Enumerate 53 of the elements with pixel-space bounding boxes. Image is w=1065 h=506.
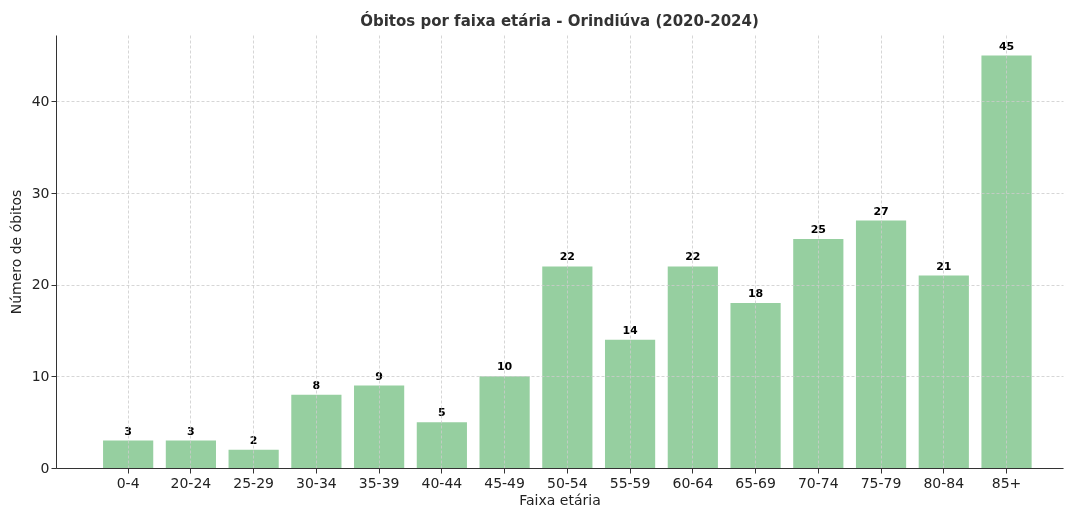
data-label: 14 (622, 323, 639, 337)
x-tick-label: 55-59 (609, 474, 651, 491)
y-tick-label: 40 (31, 92, 50, 109)
data-label: 18 (747, 287, 764, 301)
x-tick-label: 85+ (991, 474, 1022, 491)
bar (479, 376, 530, 468)
bar (354, 385, 405, 468)
y-tick-label: 30 (31, 184, 50, 201)
bar (103, 440, 154, 468)
data-label: 8 (312, 378, 321, 392)
data-label: 3 (124, 424, 132, 438)
x-tick-label: 0-4 (116, 474, 140, 491)
x-tick-label: 75-79 (860, 474, 902, 491)
bar (291, 394, 342, 468)
bar (855, 220, 907, 468)
bar (165, 440, 216, 468)
bar (667, 266, 718, 468)
data-label: 2 (249, 433, 258, 447)
bar (416, 422, 467, 468)
data-label: 3 (187, 424, 195, 438)
x-tick-label: 70-74 (797, 474, 839, 491)
data-label: 27 (873, 204, 889, 218)
bar (542, 266, 593, 468)
chart-title: Óbitos por faixa etária - Orindiúva (2020-2024) (360, 11, 759, 30)
y-axis-title: Número de óbitos (7, 189, 24, 315)
y-tick-label: 10 (31, 367, 50, 384)
x-tick-label: 25-29 (233, 474, 274, 491)
x-tick-label: 80-84 (923, 474, 965, 491)
data-label: 5 (438, 406, 446, 420)
bar (981, 55, 1032, 468)
x-tick-label: 35-39 (358, 474, 400, 491)
x-tick-label: 50-54 (547, 474, 588, 491)
data-label: 22 (685, 250, 701, 264)
data-label: 10 (496, 360, 513, 374)
x-tick-label: 65-69 (735, 474, 776, 491)
bar (730, 303, 781, 468)
bar (918, 275, 969, 468)
bar (793, 238, 844, 468)
y-tick-label: 20 (31, 276, 50, 293)
x-axis-title: Faixa etária (519, 491, 601, 506)
data-label: 21 (936, 259, 952, 273)
bar (604, 339, 656, 468)
data-label: 25 (810, 222, 826, 236)
x-tick-label: 60-64 (672, 474, 714, 491)
x-tick-label: 20-24 (170, 474, 212, 491)
data-label: 22 (559, 250, 575, 264)
bar (228, 449, 279, 468)
x-tick-label: 30-34 (296, 474, 337, 491)
x-tick-label: 45-49 (484, 474, 525, 491)
y-tick-label: 0 (40, 459, 50, 476)
data-label: 9 (375, 369, 383, 383)
x-tick-label: 40-44 (421, 474, 463, 491)
data-label: 45 (998, 39, 1015, 53)
